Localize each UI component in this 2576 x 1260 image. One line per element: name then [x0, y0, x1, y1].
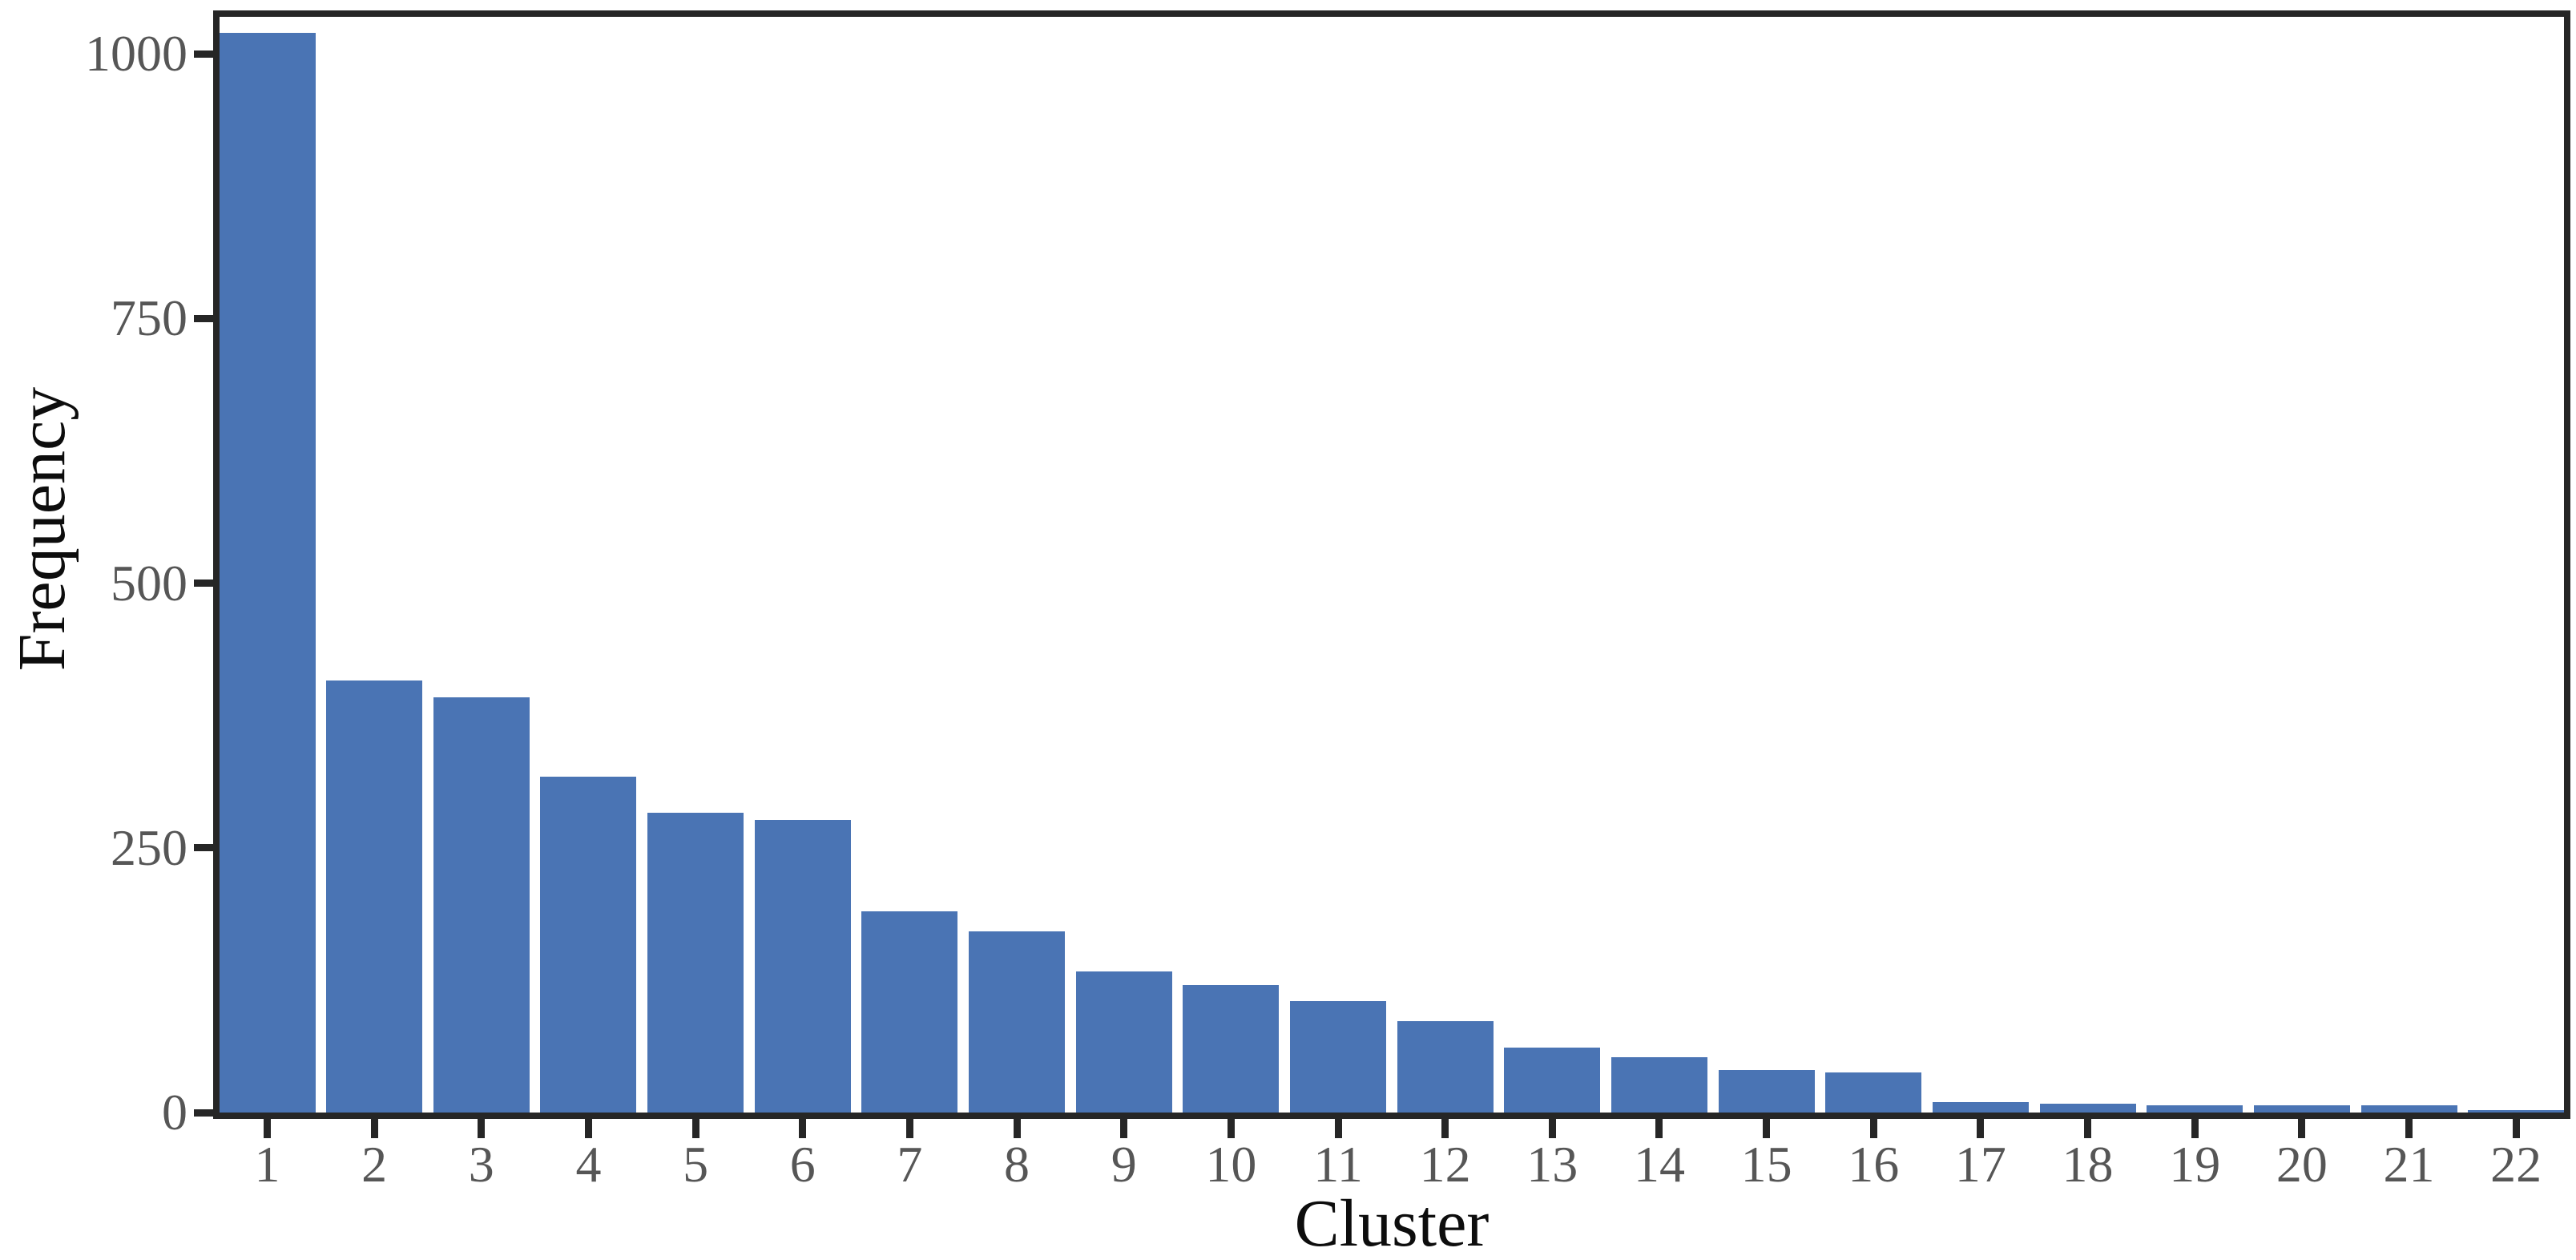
x-tick-label: 18 — [2062, 1136, 2114, 1193]
x-tick — [799, 1119, 807, 1138]
x-tick — [264, 1119, 271, 1138]
y-tick-label: 0 — [162, 1084, 187, 1141]
x-tick-label: 19 — [2169, 1136, 2221, 1193]
x-tick-label: 17 — [1954, 1136, 2006, 1193]
bar-cluster-4 — [540, 777, 637, 1113]
x-tick-label: 10 — [1205, 1136, 1257, 1193]
x-axis-label: Cluster — [1294, 1186, 1490, 1260]
x-tick-label: 21 — [2383, 1136, 2435, 1193]
bar-cluster-20 — [2253, 1105, 2350, 1113]
x-tick-label: 11 — [1313, 1136, 1363, 1193]
x-tick — [1869, 1119, 1877, 1138]
bar-cluster-3 — [433, 697, 530, 1113]
bar-cluster-14 — [1611, 1057, 1707, 1113]
y-tick-label: 1000 — [85, 25, 187, 82]
bar-cluster-17 — [1932, 1101, 2029, 1113]
x-tick-label: 1 — [254, 1136, 280, 1193]
y-axis-label: Frequency — [5, 386, 79, 672]
x-tick — [2405, 1119, 2413, 1138]
y-tick — [194, 50, 213, 58]
bar-cluster-9 — [1075, 971, 1172, 1113]
x-tick — [1548, 1119, 1556, 1138]
plot-area — [213, 10, 2570, 1119]
x-tick — [2084, 1119, 2092, 1138]
bar-cluster-2 — [326, 680, 423, 1113]
x-tick-label: 15 — [1740, 1136, 1792, 1193]
x-tick-label: 2 — [361, 1136, 388, 1193]
bar-cluster-21 — [2360, 1105, 2457, 1113]
x-tick-label: 5 — [683, 1136, 709, 1193]
x-tick-label: 22 — [2490, 1136, 2542, 1193]
x-tick — [2512, 1119, 2520, 1138]
y-tick-label: 250 — [111, 818, 187, 876]
bars-layer — [219, 17, 2565, 1113]
x-tick — [1655, 1119, 1663, 1138]
y-tick — [194, 1109, 213, 1117]
bar-cluster-5 — [647, 813, 744, 1113]
bar-cluster-10 — [1183, 985, 1280, 1113]
bar-cluster-6 — [754, 820, 851, 1113]
x-tick-label: 9 — [1111, 1136, 1137, 1193]
bar-cluster-1 — [219, 32, 316, 1113]
bar-cluster-7 — [861, 911, 958, 1113]
x-tick-label: 20 — [2276, 1136, 2328, 1193]
bar-cluster-16 — [1825, 1072, 1922, 1113]
x-tick-label: 12 — [1419, 1136, 1471, 1193]
x-tick — [370, 1119, 378, 1138]
x-tick — [1334, 1119, 1342, 1138]
x-tick-label: 14 — [1633, 1136, 1685, 1193]
y-tick-label: 750 — [111, 289, 187, 347]
x-tick-label: 6 — [789, 1136, 816, 1193]
x-tick — [905, 1119, 913, 1138]
x-tick — [1013, 1119, 1021, 1138]
x-tick-label: 13 — [1526, 1136, 1578, 1193]
x-tick — [1441, 1119, 1449, 1138]
y-tick — [194, 314, 213, 322]
y-tick — [194, 580, 213, 587]
bar-cluster-19 — [2147, 1105, 2243, 1113]
x-tick — [691, 1119, 699, 1138]
bar-cluster-18 — [2039, 1104, 2136, 1113]
x-tick-label: 3 — [468, 1136, 494, 1193]
bar-cluster-15 — [1718, 1070, 1815, 1113]
x-tick — [478, 1119, 486, 1138]
x-tick-label: 4 — [575, 1136, 602, 1193]
x-tick — [1977, 1119, 1985, 1138]
bar-cluster-13 — [1504, 1048, 1601, 1113]
x-tick — [1227, 1119, 1235, 1138]
x-tick — [1120, 1119, 1128, 1138]
bar-cluster-12 — [1397, 1021, 1494, 1113]
y-tick-label: 500 — [111, 554, 187, 612]
x-tick-label: 7 — [897, 1136, 923, 1193]
bar-cluster-22 — [2468, 1110, 2565, 1113]
bar-cluster-8 — [969, 931, 1066, 1113]
x-tick — [1763, 1119, 1771, 1138]
x-tick — [2191, 1119, 2199, 1138]
x-tick — [2298, 1119, 2306, 1138]
x-tick — [584, 1119, 592, 1138]
bar-cluster-11 — [1290, 1001, 1386, 1113]
y-tick — [194, 844, 213, 852]
x-tick-label: 16 — [1848, 1136, 1900, 1193]
x-tick-label: 8 — [1004, 1136, 1030, 1193]
